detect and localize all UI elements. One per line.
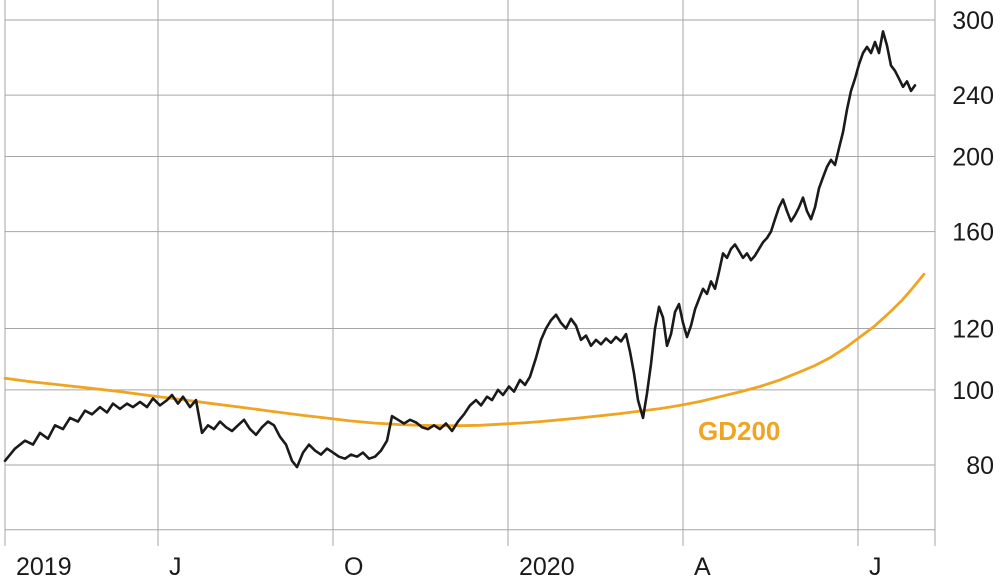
gd200-line bbox=[3, 272, 926, 428]
y-axis-label: 120 bbox=[952, 316, 994, 344]
y-axis-label: 100 bbox=[952, 377, 994, 405]
y-axis-label: 300 bbox=[952, 7, 994, 35]
y-axis-label: 80 bbox=[966, 452, 994, 480]
x-axis-label: J bbox=[869, 553, 882, 581]
y-axis-label: 160 bbox=[952, 219, 994, 247]
x-axis-label: 2019 bbox=[16, 553, 72, 581]
gd200-label: GD200 bbox=[698, 416, 780, 446]
x-axis-label: O bbox=[344, 553, 363, 581]
x-axis-label: J bbox=[169, 553, 182, 581]
x-axis-label: 2020 bbox=[519, 553, 575, 581]
y-axis-label: 200 bbox=[952, 144, 994, 172]
price-line bbox=[3, 30, 917, 469]
y-axis-label: 240 bbox=[952, 82, 994, 110]
x-axis-label: A bbox=[694, 553, 711, 581]
